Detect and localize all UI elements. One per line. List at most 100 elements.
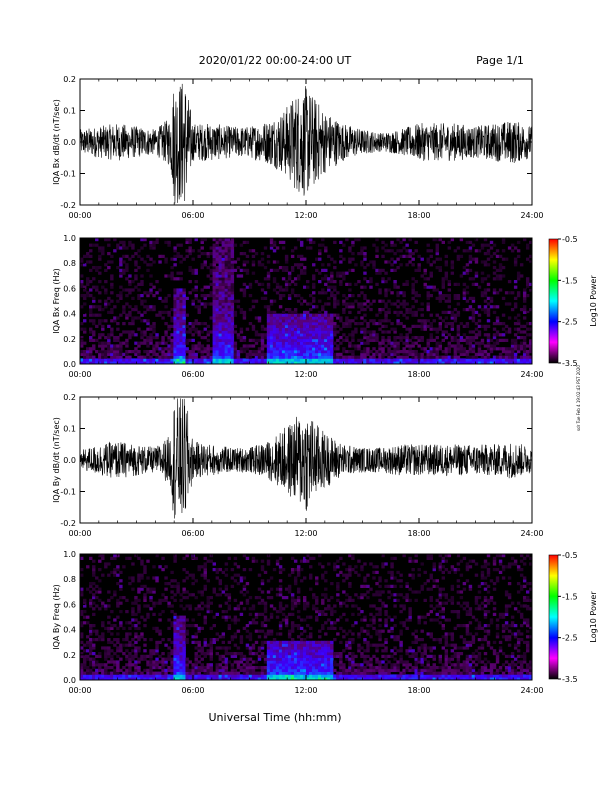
spectrogram-cell bbox=[176, 588, 179, 591]
spectrogram-cell bbox=[475, 333, 478, 336]
spectrogram-cell bbox=[315, 342, 318, 345]
spectrogram-cell bbox=[282, 658, 285, 661]
spectrogram-cell bbox=[255, 672, 258, 675]
spectrogram-cell bbox=[249, 613, 252, 616]
spectrogram-cell bbox=[237, 630, 240, 633]
spectrogram-cell bbox=[101, 602, 104, 605]
spectrogram-cell bbox=[104, 652, 107, 655]
spectrogram-cell bbox=[222, 258, 225, 261]
spectrogram-cell bbox=[351, 339, 354, 342]
spectrogram-cell bbox=[128, 280, 131, 283]
spectrogram-cell bbox=[182, 674, 185, 677]
spectrogram-cell bbox=[496, 356, 499, 359]
spectrogram-cell bbox=[240, 576, 243, 579]
spectrogram-cell bbox=[128, 336, 131, 339]
spectrogram-cell bbox=[152, 602, 155, 605]
spectrogram-cell bbox=[469, 347, 472, 350]
spectrogram-cell bbox=[520, 347, 523, 350]
spectrogram-cell bbox=[252, 660, 255, 663]
spectrogram-cell bbox=[321, 322, 324, 325]
spectrogram-cell bbox=[89, 260, 92, 263]
x-tick-label: 06:00 bbox=[181, 370, 204, 379]
spectrogram-cell bbox=[152, 350, 155, 353]
spectrogram-cell bbox=[261, 358, 264, 361]
spectrogram-cell bbox=[363, 353, 366, 356]
spectrogram-cell bbox=[399, 336, 402, 339]
spectrogram-cell bbox=[381, 280, 384, 283]
spectrogram-cell bbox=[191, 669, 194, 672]
spectrogram-cell bbox=[339, 660, 342, 663]
spectrogram-cell bbox=[182, 353, 185, 356]
spectrogram-cell bbox=[161, 666, 164, 669]
spectrogram-cell bbox=[86, 291, 89, 294]
spectrogram-cell bbox=[101, 249, 104, 252]
spectrogram-cell bbox=[475, 353, 478, 356]
spectrogram-cell bbox=[454, 319, 457, 322]
spectrogram-cell bbox=[116, 322, 119, 325]
spectrogram-cell bbox=[439, 294, 442, 297]
spectrogram-cell bbox=[378, 356, 381, 359]
spectrogram-cell bbox=[231, 294, 234, 297]
spectrogram-cell bbox=[116, 246, 119, 249]
spectrogram-cell bbox=[273, 652, 276, 655]
spectrogram-cell bbox=[173, 356, 176, 359]
spectrogram-cell bbox=[505, 291, 508, 294]
spectrogram-cell bbox=[179, 616, 182, 619]
spectrogram-cell bbox=[321, 669, 324, 672]
spectrogram-cell bbox=[526, 294, 529, 297]
spectrogram-cell bbox=[288, 294, 291, 297]
spectrogram-cell bbox=[101, 344, 104, 347]
spectrogram-cell bbox=[170, 663, 173, 666]
spectrogram-cell bbox=[176, 616, 179, 619]
spectrogram-cell bbox=[252, 557, 255, 560]
spectrogram-cell bbox=[490, 246, 493, 249]
spectrogram-cell bbox=[122, 342, 125, 345]
spectrogram-cell bbox=[378, 288, 381, 291]
spectrogram-cell bbox=[309, 644, 312, 647]
spectrogram-cell bbox=[222, 336, 225, 339]
spectrogram-cell bbox=[164, 576, 167, 579]
spectrogram-cell bbox=[502, 350, 505, 353]
spectrogram-cell bbox=[134, 618, 137, 621]
spectrogram-cell bbox=[155, 674, 158, 677]
spectrogram-cell bbox=[167, 328, 170, 331]
spectrogram-cell bbox=[520, 342, 523, 345]
spectrogram-cell bbox=[228, 241, 231, 244]
spectrogram-cell bbox=[282, 596, 285, 599]
spectrogram-cell bbox=[318, 672, 321, 675]
spectrogram-cell bbox=[249, 339, 252, 342]
spectrogram-cell bbox=[324, 314, 327, 317]
spectrogram-cell bbox=[131, 350, 134, 353]
spectrogram-cell bbox=[318, 347, 321, 350]
spectrogram-cell bbox=[173, 311, 176, 314]
spectrogram-cell bbox=[249, 638, 252, 641]
spectrogram-cell bbox=[164, 660, 167, 663]
spectrogram-cell bbox=[306, 649, 309, 652]
spectrogram-cell bbox=[158, 297, 161, 300]
spectrogram-cell bbox=[92, 658, 95, 661]
spectrogram-cell bbox=[442, 283, 445, 286]
spectrogram-cell bbox=[279, 316, 282, 319]
spectrogram-cell bbox=[291, 353, 294, 356]
spectrogram-cell bbox=[285, 344, 288, 347]
spectrogram-cell bbox=[499, 255, 502, 258]
spectrogram-cell bbox=[342, 669, 345, 672]
spectrogram-cell bbox=[204, 294, 207, 297]
spectrogram-cell bbox=[137, 356, 140, 359]
spectrogram-cell bbox=[523, 325, 526, 328]
spectrogram-cell bbox=[315, 596, 318, 599]
spectrogram-cell bbox=[113, 319, 116, 322]
spectrogram-cell bbox=[119, 588, 122, 591]
spectrogram-cell bbox=[140, 358, 143, 361]
spectrogram-cell bbox=[210, 252, 213, 255]
spectrogram-cell bbox=[270, 576, 273, 579]
spectrogram-cell bbox=[231, 356, 234, 359]
spectrogram-cell bbox=[140, 283, 143, 286]
spectrogram-cell bbox=[210, 356, 213, 359]
spectrogram-cell bbox=[104, 336, 107, 339]
spectrogram-cell bbox=[249, 621, 252, 624]
spectrogram-cell bbox=[261, 666, 264, 669]
spectrogram-cell bbox=[195, 269, 198, 272]
spectrogram-cell bbox=[219, 252, 222, 255]
spectrogram-cell bbox=[496, 274, 499, 277]
